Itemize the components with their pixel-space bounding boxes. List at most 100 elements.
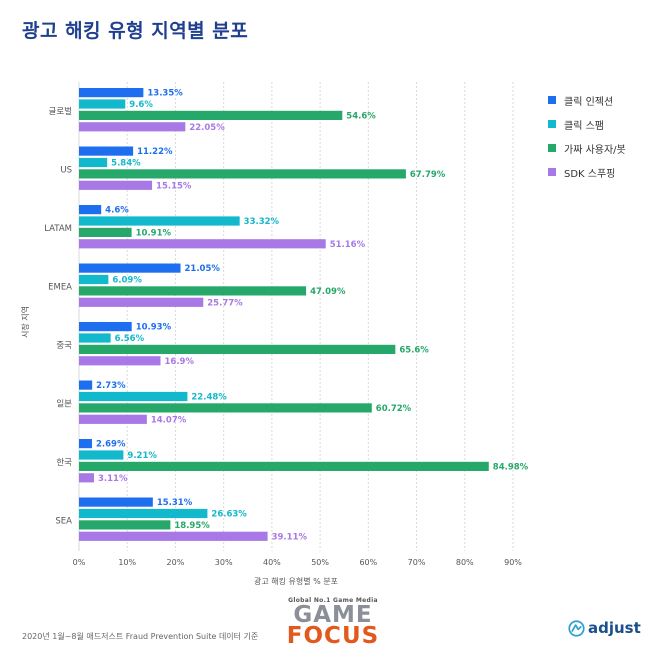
bar [79, 450, 124, 460]
data-label: 25.77% [207, 298, 243, 308]
x-tick-label: 40% [263, 558, 281, 567]
bar [79, 263, 181, 273]
data-label: 15.15% [156, 181, 192, 191]
category-label: SEA [55, 516, 72, 526]
data-label: 16.9% [164, 357, 194, 367]
bar [79, 391, 188, 402]
bar [79, 497, 153, 507]
legend-item-click-spam: 클릭 스팸 [548, 112, 626, 136]
category-label: 글로벌 [49, 106, 73, 117]
x-tick-label: 50% [311, 558, 329, 567]
bar [79, 239, 326, 249]
x-axis-label: 광고 해킹 유형별 % 분포 [254, 576, 338, 586]
legend-item-sdk-spoofing: SDK 스푸핑 [548, 160, 626, 184]
adjust-logo-icon [568, 619, 585, 637]
bar [79, 146, 134, 156]
bar [79, 322, 132, 332]
category-label: 한국 [56, 458, 72, 468]
legend-label: 가짜 사용자/봇 [564, 144, 626, 156]
bar [79, 380, 93, 390]
data-label: 10.91% [136, 229, 172, 239]
data-label: 67.79% [410, 170, 446, 180]
data-label: 51.16% [330, 240, 366, 250]
bar [79, 461, 489, 471]
bar [79, 227, 132, 237]
category-label: US [60, 165, 72, 175]
chart-legend: 클릭 인젝션 클릭 스팸 가짜 사용자/봇 SDK 스푸핑 [548, 88, 626, 184]
data-label: 11.22% [137, 147, 173, 157]
brand-name: adjust [588, 619, 641, 637]
x-tick-label: 60% [359, 558, 377, 567]
data-label: 54.6% [346, 112, 376, 122]
data-label: 6.56% [115, 334, 145, 344]
y-axis-label: 시장 지역 [20, 306, 30, 338]
legend-label: SDK 스푸핑 [564, 168, 616, 180]
data-label: 65.6% [399, 346, 429, 356]
bar [79, 88, 144, 98]
bar [79, 508, 208, 519]
data-label: 13.35% [147, 89, 183, 99]
bar [79, 414, 147, 424]
data-label: 6.09% [112, 276, 142, 286]
category-label: EMEA [48, 282, 72, 292]
data-label: 22.05% [189, 123, 225, 133]
data-label: 22.48% [191, 393, 227, 403]
x-tick-label: 0% [73, 558, 86, 567]
footnote: 2020년 1월~8월 애드저스트 Fraud Prevention Suite… [22, 632, 259, 641]
category-label: 중국 [56, 341, 72, 351]
page-title: 광고 해킹 유형 지역별 분포 [22, 20, 249, 42]
data-label: 47.09% [310, 287, 346, 297]
bar [79, 169, 406, 179]
bar [79, 439, 92, 449]
bar [79, 333, 111, 343]
bar [79, 122, 186, 132]
x-tick-label: 90% [504, 558, 522, 567]
data-label: 10.93% [136, 323, 172, 333]
legend-swatch [548, 120, 556, 128]
data-label: 39.11% [272, 532, 308, 542]
data-label: 5.84% [111, 159, 141, 169]
bar [79, 99, 126, 109]
watermark-focus: FOCUS [286, 623, 380, 649]
bar [79, 110, 343, 120]
data-label: 84.98% [493, 463, 529, 473]
x-tick-label: 30% [215, 558, 233, 567]
legend-swatch [548, 144, 556, 152]
data-label: 2.69% [96, 440, 126, 450]
legend-swatch [548, 168, 556, 176]
bar [79, 520, 171, 530]
legend-item-click-injection: 클릭 인젝션 [548, 88, 626, 112]
bar [79, 297, 204, 307]
watermark: Global No.1 Game Media GAME FOCUS [258, 597, 408, 649]
legend-label: 클릭 인젝션 [564, 96, 614, 108]
bar [79, 473, 94, 483]
data-label: 3.11% [98, 474, 128, 484]
x-tick-label: 80% [456, 558, 474, 567]
bar [79, 286, 307, 296]
data-label: 9.6% [129, 100, 153, 110]
data-label: 2.73% [96, 381, 126, 391]
watermark-tagline: Global No.1 Game Media [288, 597, 378, 604]
category-label: 일본 [56, 399, 72, 409]
data-label: 4.6% [105, 206, 129, 216]
bar [79, 180, 153, 190]
brand-logo: adjust [568, 619, 641, 637]
x-tick-label: 10% [118, 558, 136, 567]
legend-item-fake-user: 가짜 사용자/봇 [548, 136, 626, 160]
data-label: 18.95% [174, 521, 210, 531]
data-label: 15.31% [157, 498, 193, 508]
watermark-game: GAME [293, 602, 373, 628]
data-label: 26.63% [211, 510, 247, 520]
bar [79, 356, 161, 366]
legend-swatch [548, 96, 556, 104]
bar [79, 403, 372, 413]
data-label: 33.32% [244, 217, 280, 227]
legend-label: 클릭 스팸 [564, 120, 604, 132]
bar [79, 157, 108, 168]
bar [79, 205, 102, 215]
data-label: 60.72% [376, 404, 412, 414]
category-label: LATAM [44, 224, 72, 234]
x-tick-label: 20% [167, 558, 185, 567]
data-label: 21.05% [185, 264, 221, 274]
